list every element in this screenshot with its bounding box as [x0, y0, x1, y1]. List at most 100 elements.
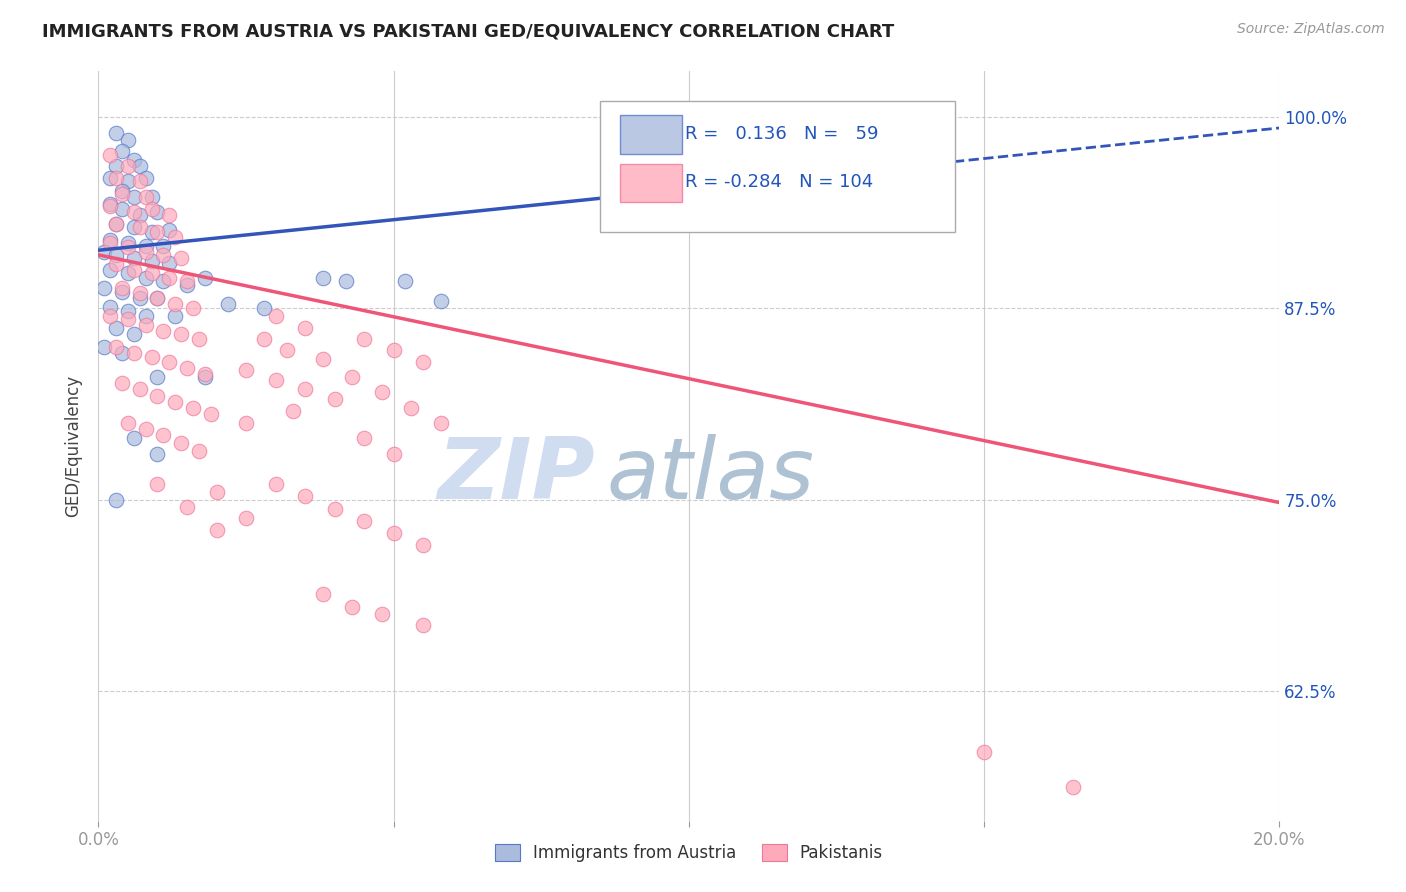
- Point: [105, 492, 128, 507]
- Point: [111, 186, 134, 201]
- Point: [105, 126, 128, 140]
- Point: [152, 428, 174, 442]
- Point: [128, 286, 150, 301]
- Point: [122, 327, 145, 342]
- Point: [135, 238, 157, 252]
- Point: [135, 422, 157, 436]
- Point: [98, 148, 121, 162]
- Point: [412, 355, 434, 369]
- Point: [382, 526, 405, 541]
- Point: [117, 416, 139, 430]
- Point: [141, 202, 163, 216]
- Point: [128, 291, 150, 305]
- Point: [194, 367, 217, 381]
- Point: [253, 301, 276, 316]
- Point: [135, 318, 157, 333]
- Point: [98, 233, 121, 247]
- Point: [353, 431, 375, 445]
- Point: [371, 385, 394, 400]
- Point: [157, 355, 180, 369]
- Point: [412, 538, 434, 552]
- Point: [135, 244, 157, 259]
- Point: [146, 370, 169, 384]
- Point: [122, 220, 145, 235]
- Point: [170, 436, 193, 450]
- Point: [146, 291, 169, 305]
- Point: [146, 388, 169, 402]
- Point: [122, 190, 145, 204]
- FancyBboxPatch shape: [620, 115, 682, 153]
- Point: [382, 343, 405, 357]
- Point: [157, 208, 180, 222]
- Point: [105, 257, 128, 271]
- Point: [157, 255, 180, 269]
- Point: [93, 281, 115, 295]
- Point: [205, 484, 228, 499]
- Point: [187, 332, 209, 346]
- Point: [117, 235, 139, 250]
- FancyBboxPatch shape: [620, 163, 682, 202]
- Point: [111, 285, 134, 299]
- Point: [430, 293, 453, 308]
- Point: [146, 447, 169, 461]
- Legend: Immigrants from Austria, Pakistanis: Immigrants from Austria, Pakistanis: [488, 837, 890, 869]
- Point: [122, 263, 145, 277]
- Point: [176, 361, 198, 376]
- Point: [93, 244, 115, 259]
- Point: [117, 304, 139, 318]
- Point: [430, 416, 453, 430]
- Point: [98, 197, 121, 211]
- Point: [135, 270, 157, 285]
- Point: [135, 309, 157, 323]
- Point: [152, 248, 174, 262]
- Point: [382, 447, 405, 461]
- Point: [152, 324, 174, 338]
- Point: [146, 225, 169, 239]
- Point: [157, 223, 180, 237]
- Point: [165, 309, 187, 323]
- Point: [141, 225, 163, 239]
- Point: [205, 523, 228, 537]
- Point: [181, 301, 204, 316]
- Point: [98, 309, 121, 323]
- Point: [141, 351, 163, 365]
- Point: [401, 401, 423, 415]
- Point: [200, 407, 222, 421]
- Point: [152, 238, 174, 252]
- Point: [235, 511, 257, 525]
- Point: [412, 618, 434, 632]
- Point: [98, 235, 121, 250]
- Point: [264, 309, 287, 323]
- Point: [176, 274, 198, 288]
- Point: [312, 587, 335, 601]
- Point: [217, 297, 239, 311]
- Point: [146, 291, 169, 305]
- Point: [264, 373, 287, 387]
- Point: [353, 332, 375, 346]
- Point: [176, 278, 198, 293]
- Point: [165, 394, 187, 409]
- Point: [105, 321, 128, 335]
- Point: [141, 266, 163, 280]
- Point: [105, 248, 128, 262]
- Point: [323, 392, 346, 406]
- Point: [235, 362, 257, 376]
- Point: [93, 340, 115, 354]
- Point: [105, 159, 128, 173]
- Point: [141, 254, 163, 268]
- Point: [264, 477, 287, 491]
- Point: [98, 199, 121, 213]
- Point: [157, 270, 180, 285]
- Point: [98, 263, 121, 277]
- Point: [117, 312, 139, 326]
- Point: [117, 266, 139, 280]
- Point: [135, 190, 157, 204]
- Point: [353, 514, 375, 528]
- Point: [146, 477, 169, 491]
- Point: [117, 133, 139, 147]
- Point: [276, 343, 298, 357]
- Point: [235, 416, 257, 430]
- Point: [294, 383, 316, 397]
- Point: [187, 443, 209, 458]
- Point: [335, 274, 357, 288]
